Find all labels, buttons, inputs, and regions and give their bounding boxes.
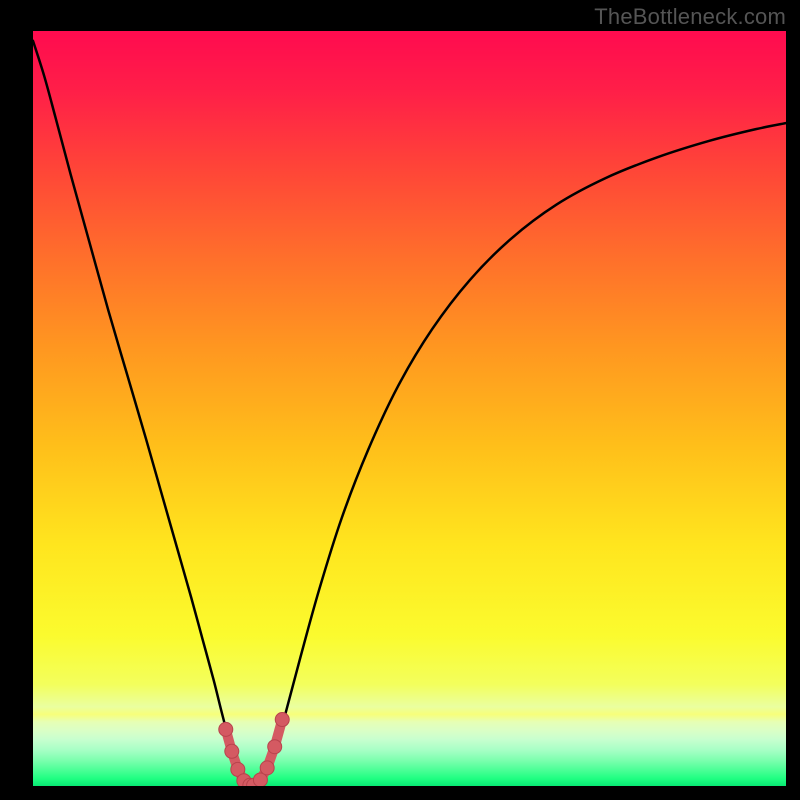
chart-curves	[33, 31, 786, 786]
chart-plot-area	[33, 31, 786, 786]
watermark-label: TheBottleneck.com	[594, 4, 786, 30]
